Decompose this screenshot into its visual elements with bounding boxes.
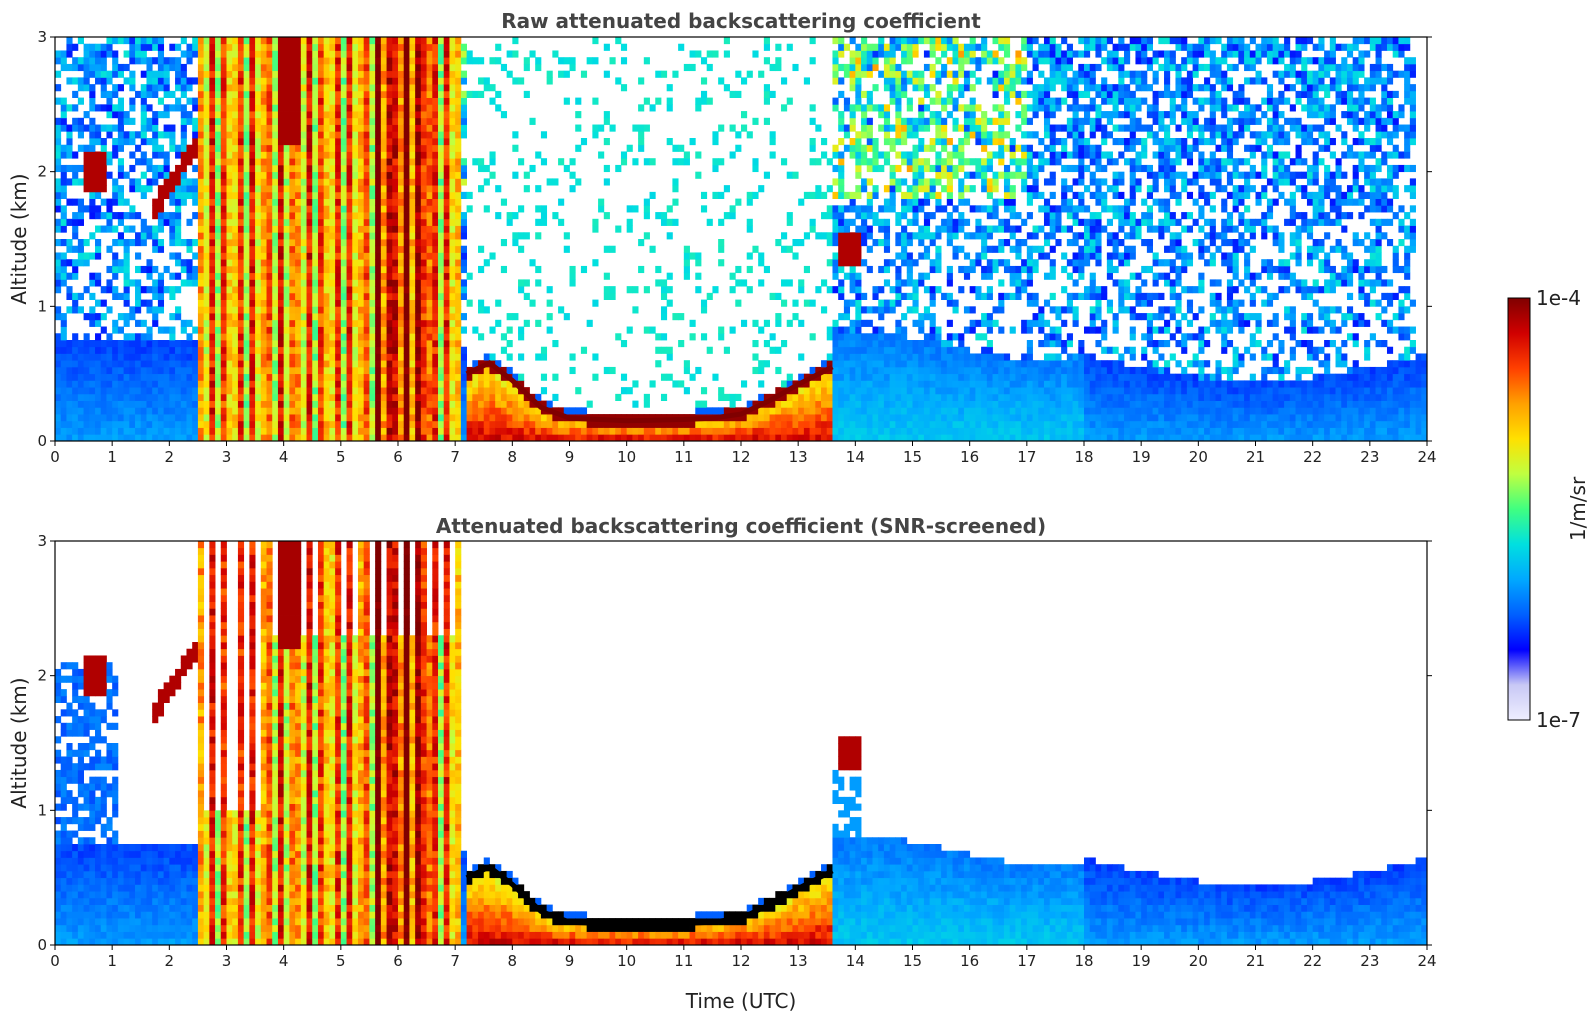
panel-raw-x-axis: 0 1 2 3 4 5 6 7 8 9 10 11 12 13 14 15 16 17 18 19 20 21 22 23 24 (50, 441, 1437, 466)
y-tick-label: 2 (37, 163, 47, 181)
x-tick-label: 11 (674, 952, 693, 970)
panel-raw: Raw attenuated backscattering coefficien… (7, 9, 1437, 466)
x-tick-label: 13 (789, 952, 808, 970)
panel-raw-heatmap (55, 37, 1428, 442)
panel-raw-title: Raw attenuated backscattering coefficien… (501, 9, 981, 33)
x-tick-label: 12 (731, 448, 750, 466)
x-tick-label: 20 (1189, 448, 1208, 466)
x-tick-label: 19 (1132, 952, 1151, 970)
y-tick-label: 0 (37, 936, 47, 954)
x-tick-label: 3 (222, 448, 232, 466)
x-tick-label: 5 (336, 448, 346, 466)
x-tick-label: 15 (903, 448, 922, 466)
x-tick-label: 9 (565, 448, 575, 466)
x-tick-label: 22 (1303, 448, 1322, 466)
x-tick-label: 2 (165, 952, 175, 970)
x-tick-label: 18 (1074, 448, 1093, 466)
panel-screened-y-axis: 0 1 2 3 (37, 532, 1432, 954)
colorbar-scale (1507, 297, 1531, 721)
panel-screened-title: Attenuated backscattering coefficient (S… (436, 514, 1046, 538)
x-tick-label: 15 (903, 952, 922, 970)
colorbar-max-label: 1e-4 (1536, 286, 1581, 310)
x-tick-label: 1 (107, 448, 117, 466)
y-tick-label: 1 (37, 297, 47, 315)
x-tick-label: 6 (393, 952, 403, 970)
panel-screened-x-label: Time (UTC) (685, 989, 797, 1013)
x-tick-label: 11 (674, 448, 693, 466)
x-tick-label: 4 (279, 952, 289, 970)
y-tick-label: 2 (37, 667, 47, 685)
x-tick-label: 20 (1189, 952, 1208, 970)
x-tick-label: 0 (50, 952, 60, 970)
x-tick-label: 21 (1246, 448, 1265, 466)
colorbar-min-label: 1e-7 (1536, 708, 1581, 732)
x-tick-label: 24 (1417, 952, 1436, 970)
x-tick-label: 8 (508, 952, 518, 970)
x-tick-label: 17 (1017, 952, 1036, 970)
x-tick-label: 7 (450, 952, 460, 970)
y-tick-label: 3 (37, 28, 47, 46)
x-tick-label: 10 (617, 952, 636, 970)
x-tick-label: 1 (107, 952, 117, 970)
panel-screened-heatmap (55, 541, 1428, 946)
x-tick-label: 2 (165, 448, 175, 466)
x-tick-label: 21 (1246, 952, 1265, 970)
x-tick-label: 3 (222, 952, 232, 970)
panel-screened-x-axis: 0 1 2 3 4 5 6 7 8 9 10 11 12 13 14 15 16 17 18 19 20 21 22 23 24 (50, 945, 1437, 970)
x-tick-label: 9 (565, 952, 575, 970)
boundary-layer-top-line (465, 863, 834, 928)
colorbar: 1e-4 1e-7 1/m/sr (1507, 286, 1590, 732)
x-tick-label: 8 (508, 448, 518, 466)
x-tick-label: 23 (1360, 952, 1379, 970)
x-tick-label: 13 (789, 448, 808, 466)
x-tick-label: 6 (393, 448, 403, 466)
colorbar-unit-label: 1/m/sr (1566, 476, 1590, 541)
panel-screened-y-label: Altitude (km) (7, 677, 31, 808)
x-tick-label: 16 (960, 952, 979, 970)
x-tick-label: 10 (617, 448, 636, 466)
x-tick-label: 0 (50, 448, 60, 466)
x-tick-label: 17 (1017, 448, 1036, 466)
boundary-layer-top-line (465, 359, 834, 424)
y-tick-label: 3 (37, 532, 47, 550)
x-tick-label: 14 (846, 952, 865, 970)
panel-raw-y-axis: 0 1 2 3 (37, 28, 1432, 450)
panel-screened: Attenuated backscattering coefficient (S… (7, 514, 1437, 1013)
x-tick-label: 16 (960, 448, 979, 466)
x-tick-label: 7 (450, 448, 460, 466)
x-tick-label: 24 (1417, 448, 1436, 466)
x-tick-label: 4 (279, 448, 289, 466)
x-tick-label: 19 (1132, 448, 1151, 466)
x-tick-label: 12 (731, 952, 750, 970)
y-tick-label: 0 (37, 432, 47, 450)
x-tick-label: 22 (1303, 952, 1322, 970)
y-tick-label: 1 (37, 801, 47, 819)
x-tick-label: 18 (1074, 952, 1093, 970)
x-tick-label: 14 (846, 448, 865, 466)
x-tick-label: 23 (1360, 448, 1379, 466)
x-tick-label: 5 (336, 952, 346, 970)
panel-raw-y-label: Altitude (km) (7, 173, 31, 304)
